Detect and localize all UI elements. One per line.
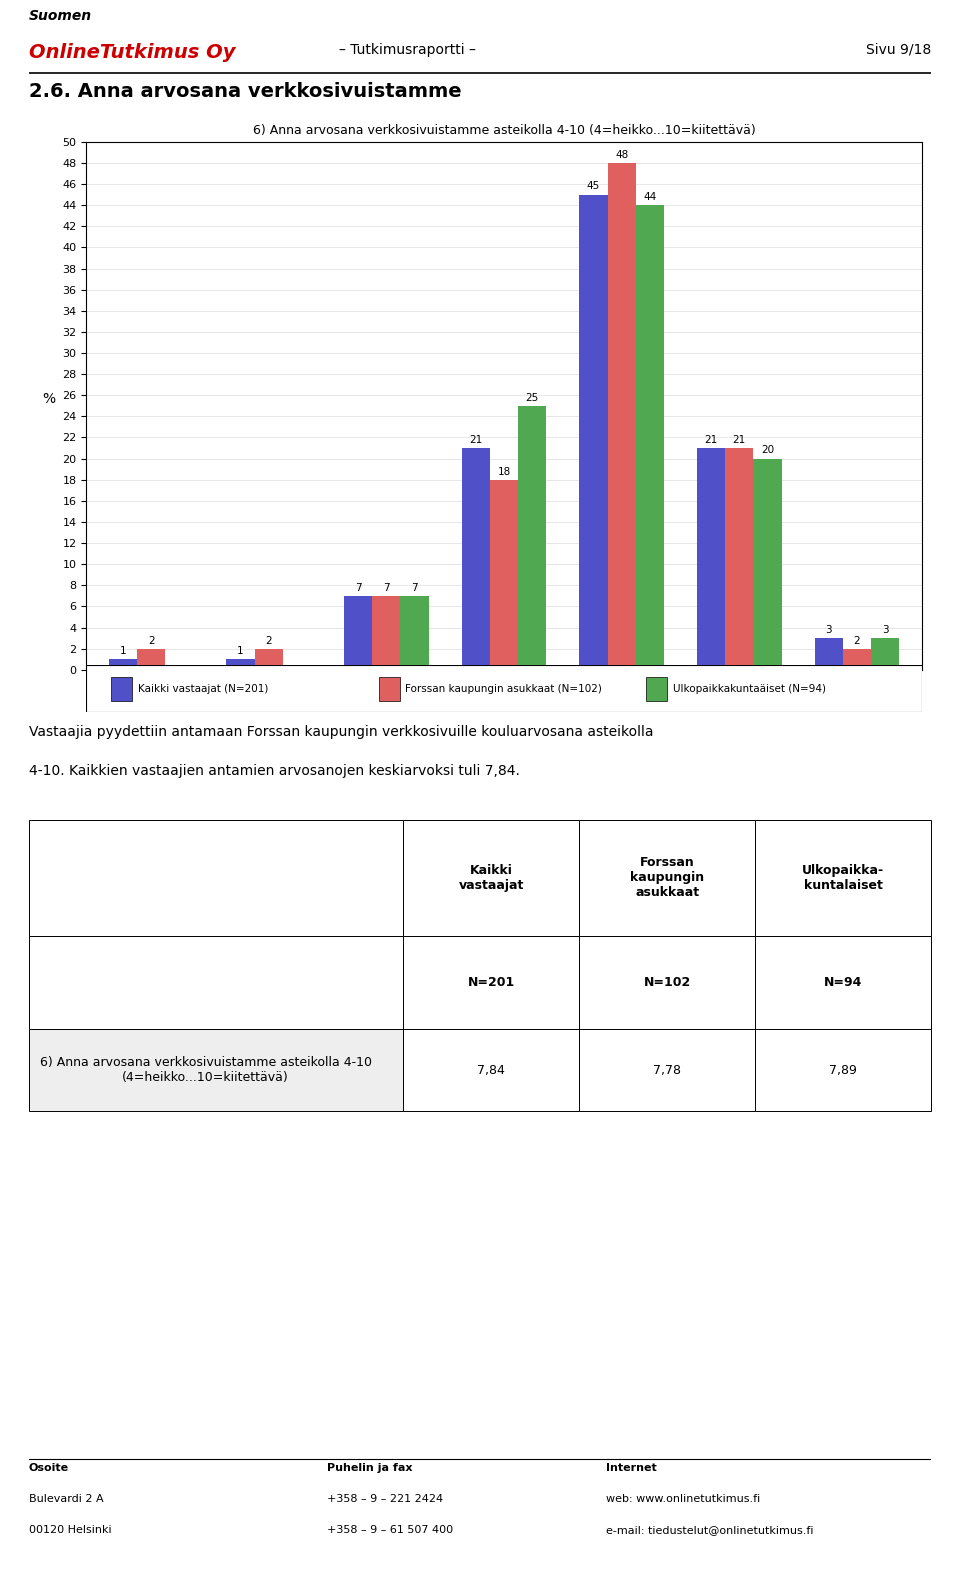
Text: 3: 3 — [882, 626, 888, 635]
Text: 7: 7 — [411, 583, 418, 593]
Text: 6) Anna arvosana verkkosivuistamme asteikolla 4-10
(4=heikko...10=kiitettävä): 6) Anna arvosana verkkosivuistamme astei… — [39, 1056, 372, 1084]
Text: 2: 2 — [265, 635, 272, 646]
Text: e-mail: tiedustelut@onlinetutkimus.fi: e-mail: tiedustelut@onlinetutkimus.fi — [607, 1526, 814, 1535]
Text: 2: 2 — [148, 635, 155, 646]
Bar — [725, 448, 754, 670]
Text: 7,84: 7,84 — [477, 1064, 505, 1076]
Text: Suomen: Suomen — [29, 8, 92, 22]
Bar — [636, 205, 664, 670]
Bar — [608, 162, 636, 670]
Text: N=201: N=201 — [468, 976, 515, 990]
Text: 7,89: 7,89 — [829, 1064, 857, 1076]
Text: 18: 18 — [497, 466, 511, 476]
Text: Sivu 9/18: Sivu 9/18 — [866, 43, 931, 57]
FancyBboxPatch shape — [403, 820, 579, 936]
Text: 21: 21 — [732, 435, 746, 444]
Text: 1: 1 — [237, 646, 244, 656]
Text: web: www.onlinetutkimus.fi: web: www.onlinetutkimus.fi — [607, 1494, 760, 1504]
FancyBboxPatch shape — [111, 678, 132, 700]
Text: 2: 2 — [853, 635, 860, 646]
Text: 00120 Helsinki: 00120 Helsinki — [29, 1526, 111, 1535]
Text: N=94: N=94 — [824, 976, 862, 990]
Text: Vastaajia pyydettiin antamaan Forssan kaupungin verkkosivuille kouluarvosana ast: Vastaajia pyydettiin antamaan Forssan ka… — [29, 725, 654, 739]
Bar — [108, 659, 137, 670]
FancyBboxPatch shape — [29, 936, 403, 1029]
Text: +358 – 9 – 61 507 400: +358 – 9 – 61 507 400 — [326, 1526, 453, 1535]
FancyBboxPatch shape — [378, 678, 399, 700]
Text: Puhelin ja fax: Puhelin ja fax — [326, 1463, 412, 1472]
Text: 7: 7 — [355, 583, 362, 593]
Bar — [754, 459, 781, 670]
FancyBboxPatch shape — [756, 936, 931, 1029]
Text: N=102: N=102 — [643, 976, 691, 990]
Bar — [814, 638, 843, 670]
Text: Forssan kaupungin asukkaat (N=102): Forssan kaupungin asukkaat (N=102) — [405, 684, 602, 693]
Text: 2.6. Anna arvosana verkkosivuistamme: 2.6. Anna arvosana verkkosivuistamme — [29, 82, 462, 101]
FancyBboxPatch shape — [403, 1029, 579, 1111]
FancyBboxPatch shape — [29, 820, 403, 936]
Text: +358 – 9 – 221 2424: +358 – 9 – 221 2424 — [326, 1494, 443, 1504]
Text: 7,78: 7,78 — [653, 1064, 682, 1076]
Text: Ulkopaikka-
kuntalaiset: Ulkopaikka- kuntalaiset — [803, 864, 884, 892]
FancyBboxPatch shape — [579, 1029, 756, 1111]
Bar — [344, 596, 372, 670]
Text: OnlineTutkimus Oy: OnlineTutkimus Oy — [29, 43, 235, 61]
Text: 20: 20 — [761, 446, 774, 455]
Bar — [518, 407, 546, 670]
Bar — [871, 638, 900, 670]
FancyBboxPatch shape — [579, 936, 756, 1029]
FancyBboxPatch shape — [579, 820, 756, 936]
Bar — [462, 448, 490, 670]
Bar — [400, 596, 429, 670]
FancyBboxPatch shape — [403, 936, 579, 1029]
Text: 7: 7 — [383, 583, 390, 593]
Text: 25: 25 — [526, 392, 539, 402]
Bar — [254, 649, 283, 670]
FancyBboxPatch shape — [86, 665, 922, 712]
Text: 44: 44 — [643, 192, 657, 202]
Text: Osoite: Osoite — [29, 1463, 69, 1472]
Text: – Tutkimusraportti –: – Tutkimusraportti – — [340, 43, 476, 57]
Text: Kaikki
vastaajat: Kaikki vastaajat — [459, 864, 524, 892]
FancyBboxPatch shape — [646, 678, 667, 700]
Text: Kaikki vastaajat (N=201): Kaikki vastaajat (N=201) — [138, 684, 269, 693]
Text: 21: 21 — [469, 435, 482, 444]
FancyBboxPatch shape — [756, 820, 931, 936]
FancyBboxPatch shape — [756, 1029, 931, 1111]
Text: 4-10. Kaikkien vastaajien antamien arvosanojen keskiarvoksi tuli 7,84.: 4-10. Kaikkien vastaajien antamien arvos… — [29, 764, 519, 779]
Bar — [137, 649, 165, 670]
Text: Forssan
kaupungin
asukkaat: Forssan kaupungin asukkaat — [630, 856, 705, 900]
Title: 6) Anna arvosana verkkosivuistamme asteikolla 4-10 (4=heikko...10=kiitettävä): 6) Anna arvosana verkkosivuistamme astei… — [252, 123, 756, 137]
Bar — [843, 649, 871, 670]
Text: Internet: Internet — [607, 1463, 657, 1472]
Text: 3: 3 — [826, 626, 832, 635]
Bar — [579, 195, 608, 670]
Text: 21: 21 — [705, 435, 718, 444]
Y-axis label: %: % — [42, 392, 56, 407]
Bar — [372, 596, 400, 670]
Text: 45: 45 — [587, 181, 600, 191]
Bar — [227, 659, 254, 670]
Text: 48: 48 — [615, 150, 628, 159]
Text: 1: 1 — [120, 646, 126, 656]
Bar — [490, 479, 518, 670]
Bar — [697, 448, 725, 670]
Text: Ulkopaikkakuntaäiset (N=94): Ulkopaikkakuntaäiset (N=94) — [673, 684, 826, 693]
Text: Bulevardi 2 A: Bulevardi 2 A — [29, 1494, 104, 1504]
FancyBboxPatch shape — [29, 1029, 403, 1111]
